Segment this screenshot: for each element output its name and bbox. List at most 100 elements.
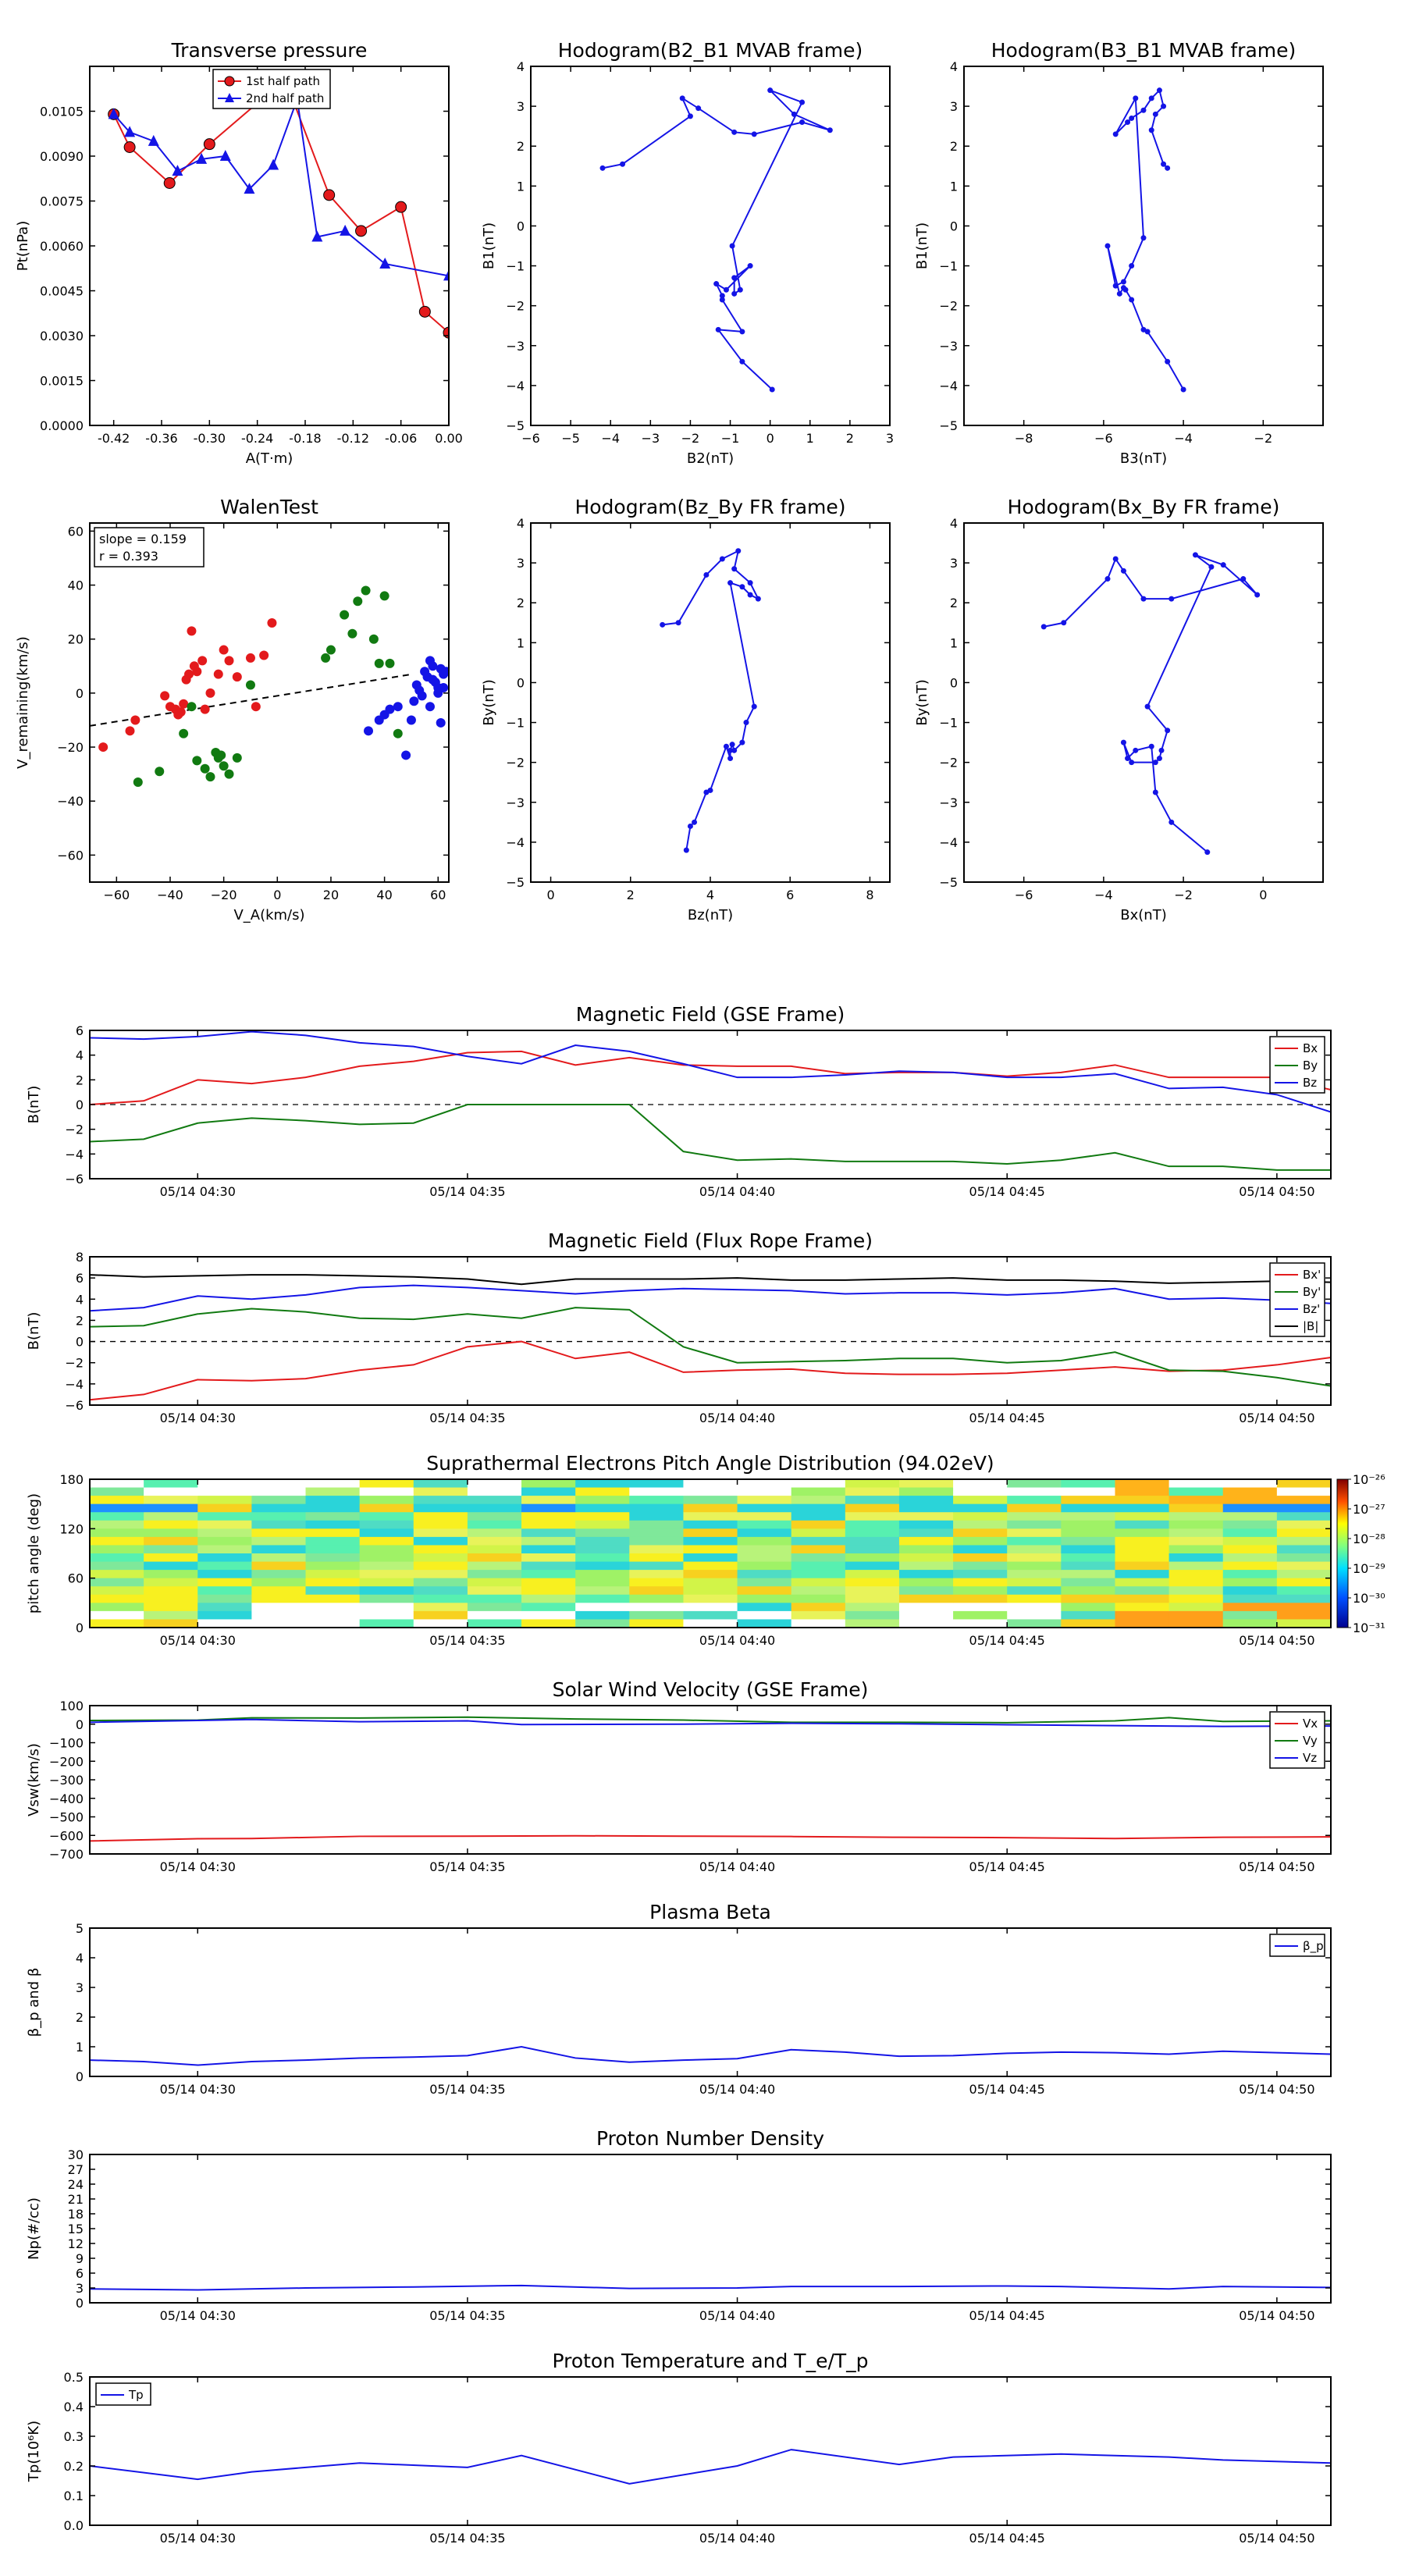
y-tick-label: 3 [950,99,958,114]
chart-title: Magnetic Field (GSE Frame) [576,1003,845,1026]
heatmap-cell [683,1503,738,1513]
legend-label: Vx [1303,1717,1318,1731]
heatmap-cell [791,1594,846,1603]
heatmap-cell [845,1619,900,1628]
x-tick-label: 05/14 04:35 [429,1184,505,1199]
heatmap-cell [305,1520,361,1529]
heatmap-cell [1276,1553,1331,1563]
heatmap-cell [1007,1610,1062,1620]
heatmap-cell [359,1479,414,1489]
x-tick-label: 6 [786,888,794,902]
x-tick-label: 05/14 04:35 [429,1633,505,1648]
heatmap-cell [144,1586,198,1596]
heatmap-cell [845,1496,900,1505]
heatmap-cell [413,1487,468,1496]
colorbar-label: 10⁻³¹ [1353,1621,1385,1635]
data-point [1148,95,1154,101]
heatmap-cell [1007,1578,1062,1587]
heatmap-cell [1115,1603,1170,1612]
heatmap-cell [305,1561,361,1571]
heatmap-cell [467,1479,522,1489]
x-tick-label: 05/14 04:50 [1239,2308,1314,2323]
data-point [1165,358,1171,365]
x-axis-label: Bz(nT) [688,907,733,923]
heatmap-cell [197,1528,252,1538]
annotation-text: r = 0.393 [99,549,158,564]
y-tick-label: −3 [939,795,958,810]
heatmap-cell [683,1603,738,1612]
data-point [1165,165,1171,171]
plot-area [660,548,761,853]
heatmap-cell [90,1503,144,1513]
y-axis-label: B1(nT) [481,222,497,269]
heatmap-cell [413,1570,468,1579]
heatmap-cell [1222,1586,1278,1596]
scatter-point [130,715,140,725]
heatmap-cell [1222,1520,1278,1529]
data-point [692,819,698,825]
y-tick-label: 6 [76,2266,84,2281]
scatter-point [364,726,374,736]
data-point [727,747,734,753]
heatmap-cell [575,1528,630,1538]
heatmap-cell [305,1528,361,1538]
scatter-point [417,691,427,701]
heatmap-cell [1168,1479,1224,1489]
x-tick-label: 05/14 04:30 [160,2082,236,2097]
y-tick-label: 0 [76,1717,84,1732]
heatmap-cell [737,1487,792,1496]
heatmap-cell [1007,1487,1062,1496]
data-point [727,756,734,762]
x-tick-label: 05/14 04:50 [1239,1859,1314,1874]
heatmap-cell [1168,1594,1224,1603]
heatmap-cell [737,1512,792,1521]
y-axis-label: Vsw(km/s) [26,1743,42,1816]
y-tick-label: 4 [950,59,958,74]
x-tick-label: -0.18 [289,431,321,446]
data-point [747,263,753,269]
heatmap-cell [1276,1594,1331,1603]
series-line-0 [90,2284,1331,2291]
heatmap-cell [683,1619,738,1628]
data-point [1148,743,1154,749]
heatmap-cell [1222,1479,1278,1489]
heatmap-cell [521,1619,576,1628]
heatmap-cell [898,1520,954,1529]
data-point [727,580,734,586]
y-tick-label: −4 [506,835,525,850]
data-point [1161,161,1167,167]
heatmap-cell [521,1561,576,1571]
heatmap-cell [1276,1528,1331,1538]
x-tick-label: 0 [546,888,554,902]
heatmap-cell [791,1586,846,1596]
y-tick-label: 0.0060 [40,239,84,254]
scatter-point [205,772,215,782]
heatmap-cell [575,1561,630,1571]
heatmap-cell [90,1479,144,1489]
data-point [731,747,738,753]
x-tick-label: -0.12 [337,431,369,446]
data-point [1140,107,1147,113]
heatmap-cell [197,1512,252,1521]
series-line-0 [662,549,760,851]
heatmap-cell [1168,1619,1224,1628]
heatmap-cell [575,1545,630,1554]
plot-frame [963,522,1324,883]
heatmap-cell [359,1528,414,1538]
heatmap-cell [1007,1479,1062,1489]
scatter-point [245,680,255,690]
heatmap-cell [845,1528,900,1538]
y-tick-label: 0 [76,686,84,701]
heatmap-cell [1115,1520,1170,1529]
data-point [1133,95,1139,101]
x-tick-label: 05/14 04:45 [969,2082,1045,2097]
chart-title: Hodogram(B2_B1 MVAB frame) [558,39,863,62]
y-tick-label: 4 [76,1048,84,1063]
scatter-point [441,667,449,677]
heatmap-cell [197,1594,252,1603]
heatmap-cell [683,1479,738,1489]
heatmap-cell [575,1536,630,1546]
legend-label: Bz' [1303,1302,1320,1316]
y-axis-label: pitch angle (deg) [26,1493,42,1614]
heatmap-cell [359,1553,414,1563]
